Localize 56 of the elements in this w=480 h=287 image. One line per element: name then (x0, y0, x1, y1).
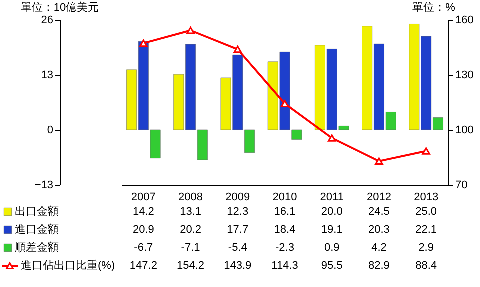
data-label: 12.3 (227, 206, 249, 218)
legend-label: 進口佔出口比重(%) (21, 259, 116, 272)
y-tick-label: 26 (41, 14, 54, 26)
y2-tick-label: 160 (456, 14, 474, 26)
data-label: 13.1 (180, 206, 202, 218)
legend-label: 出口金額 (15, 205, 59, 218)
x-tick-label: 2011 (320, 192, 344, 204)
y2-tick-label: 70 (456, 180, 468, 192)
y-tick-label: 13 (41, 70, 54, 82)
legend-label: 順差金額 (15, 241, 59, 254)
x-tick-label: 2012 (366, 192, 392, 204)
data-label: 88.4 (416, 260, 438, 272)
data-label: -7.1 (181, 242, 200, 254)
data-label: 16.1 (274, 206, 296, 218)
data-label: 22.1 (416, 224, 438, 236)
x-tick-label: 2008 (178, 192, 204, 204)
data-label: 20.0 (321, 206, 343, 218)
data-label: 17.7 (227, 224, 249, 236)
data-label: 14.2 (132, 206, 154, 218)
x-tick-label: 2009 (226, 192, 250, 204)
y-tick-label: 0 (47, 124, 54, 136)
point (375, 158, 384, 166)
y-tick-label: −13 (34, 180, 54, 192)
data-label: 114.3 (272, 260, 298, 272)
x-tick-label: 2010 (272, 192, 298, 204)
point (422, 148, 430, 155)
y2-axis-title: 單位：% (412, 2, 456, 14)
point (280, 100, 290, 108)
data-label: 95.5 (321, 260, 343, 272)
data-label: 147.2 (130, 260, 158, 272)
data-label: -2.3 (276, 242, 294, 254)
data-label: 143.9 (224, 260, 252, 272)
data-label: 154.2 (177, 260, 205, 272)
data-label: 20.9 (132, 224, 154, 236)
x-tick-label: 2013 (414, 192, 439, 204)
legend-label: 進口金額 (15, 223, 59, 236)
data-label: -5.4 (228, 242, 248, 254)
point (234, 46, 242, 54)
point (140, 40, 148, 48)
point (328, 134, 336, 142)
y2-tick-label: 130 (456, 70, 474, 82)
y2-tick-label: 100 (456, 124, 474, 136)
data-label: 4.2 (372, 242, 387, 254)
data-label: 18.4 (274, 224, 296, 236)
point (186, 26, 195, 34)
data-label: -6.7 (134, 242, 154, 254)
x-tick-label: 2007 (131, 192, 156, 204)
data-label: 0.9 (324, 242, 340, 254)
data-label: 24.5 (368, 206, 390, 218)
data-label: 19.1 (321, 224, 343, 236)
data-label: 25.0 (416, 206, 438, 218)
y-axis-title: 單位：10億美元 (20, 1, 100, 14)
data-label: 20.2 (180, 224, 202, 236)
data-label: 20.3 (368, 224, 390, 236)
data-label: 2.9 (418, 242, 434, 254)
data-label: 82.9 (368, 260, 390, 272)
